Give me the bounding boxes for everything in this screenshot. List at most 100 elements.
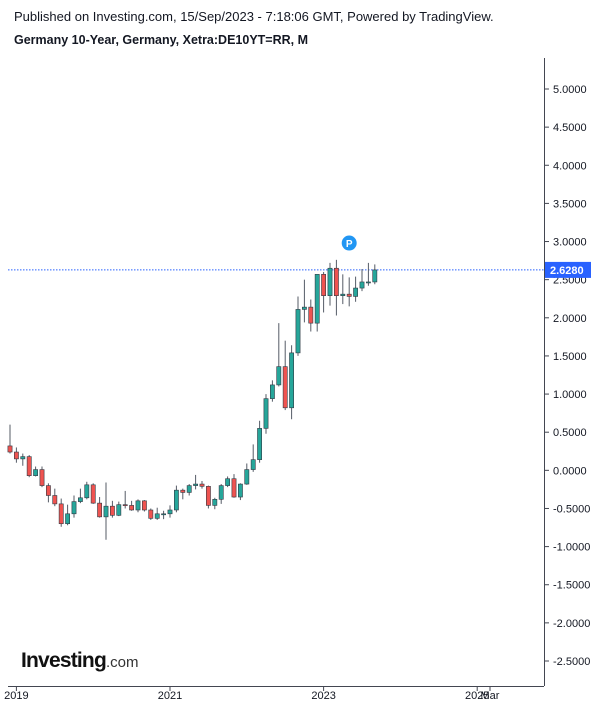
candle-body <box>212 499 218 506</box>
y-tick-label: 1.5000 <box>553 351 587 363</box>
candle-body <box>58 503 64 525</box>
y-tick-label: -1.5000 <box>553 580 590 592</box>
candle <box>33 466 38 477</box>
published-line: Published on Investing.com, 15/Sep/2023 … <box>14 9 494 24</box>
candle-body <box>110 505 115 516</box>
candle-body <box>301 306 307 310</box>
logo-brand: Investing <box>21 649 107 672</box>
x-tick-label: Mar <box>481 690 500 702</box>
candle <box>129 500 134 511</box>
chart-frame <box>8 58 545 687</box>
candle-body <box>327 267 333 296</box>
candle-body <box>20 456 26 460</box>
candle <box>135 499 141 513</box>
candle <box>257 420 262 463</box>
candle <box>180 488 186 500</box>
candle <box>78 488 83 504</box>
candle <box>45 483 51 503</box>
candle <box>186 484 192 496</box>
y-tick-label: -0.5000 <box>553 503 590 515</box>
y-tick-label: 5.0000 <box>553 84 587 96</box>
candle-body <box>231 478 237 498</box>
y-tick-label: 4.5000 <box>553 122 587 134</box>
candle-body <box>244 469 250 485</box>
candle <box>238 483 243 501</box>
candle <box>365 262 371 286</box>
candle <box>321 272 326 313</box>
candle-body <box>174 489 179 511</box>
candle <box>7 424 13 454</box>
candle <box>308 299 314 332</box>
candle <box>353 276 358 302</box>
candles-layer <box>7 259 378 540</box>
candle <box>346 277 352 307</box>
candle <box>103 482 109 540</box>
candle <box>301 279 307 323</box>
candle <box>250 444 256 472</box>
candle <box>193 474 198 490</box>
candle-body <box>90 484 96 504</box>
candle <box>225 476 230 488</box>
candle-body <box>154 513 160 519</box>
candle-body <box>193 483 198 486</box>
y-tick-label: 0.5000 <box>553 427 587 439</box>
candle-body <box>129 505 134 511</box>
candle-body <box>314 274 320 324</box>
candle <box>269 380 275 402</box>
candle-body <box>372 269 378 283</box>
p-marker-circle <box>341 235 357 251</box>
candle-body <box>263 398 269 429</box>
candle <box>142 500 147 512</box>
candle <box>174 485 179 513</box>
candle-body <box>353 287 358 297</box>
candle-body <box>308 306 314 324</box>
candle <box>52 488 58 507</box>
candle-body <box>340 293 346 296</box>
candle-body <box>199 483 205 487</box>
candle <box>154 507 160 520</box>
candle-body <box>84 484 90 499</box>
symbol-title: Germany 10-Year, Germany, Xetra:DE10YT=R… <box>14 33 309 47</box>
candle-body <box>180 489 186 493</box>
candle-body <box>26 456 32 476</box>
candle <box>276 323 282 387</box>
investing-logo: Investing.com <box>21 649 139 673</box>
y-tick-label: -2.0000 <box>553 618 590 630</box>
candle <box>327 262 333 306</box>
candle-body <box>289 352 294 409</box>
y-tick-label: 0.0000 <box>553 465 587 477</box>
candle <box>39 466 45 488</box>
y-tick-label: 1.0000 <box>553 389 587 401</box>
candle-body <box>71 501 77 515</box>
candle-body <box>359 281 365 289</box>
last-price-label: 2.6280 <box>550 265 584 277</box>
candle <box>122 490 128 509</box>
candle <box>97 497 102 518</box>
candle <box>148 508 154 520</box>
candle <box>26 455 32 478</box>
candle <box>340 274 346 305</box>
candle-body <box>321 274 326 296</box>
candle-body <box>282 366 288 409</box>
candle-body <box>65 513 70 525</box>
candle-body <box>257 428 262 460</box>
candle-body <box>218 485 224 500</box>
candle-body <box>276 366 282 386</box>
logo-tld: .com <box>105 654 139 671</box>
candle-body <box>78 497 83 502</box>
candle <box>295 296 301 356</box>
candle <box>90 483 96 504</box>
candle-body <box>161 513 166 516</box>
candle-body <box>45 485 51 496</box>
y-tick-label: 3.5000 <box>553 198 587 210</box>
last-price-badge <box>545 261 591 278</box>
candle <box>244 463 250 485</box>
candle-body <box>238 483 243 498</box>
y-tick-label: 3.0000 <box>553 237 587 249</box>
candle <box>231 474 237 498</box>
candle-body <box>186 485 192 493</box>
candle <box>65 504 70 526</box>
candle-body <box>52 495 58 505</box>
candle <box>20 453 26 466</box>
